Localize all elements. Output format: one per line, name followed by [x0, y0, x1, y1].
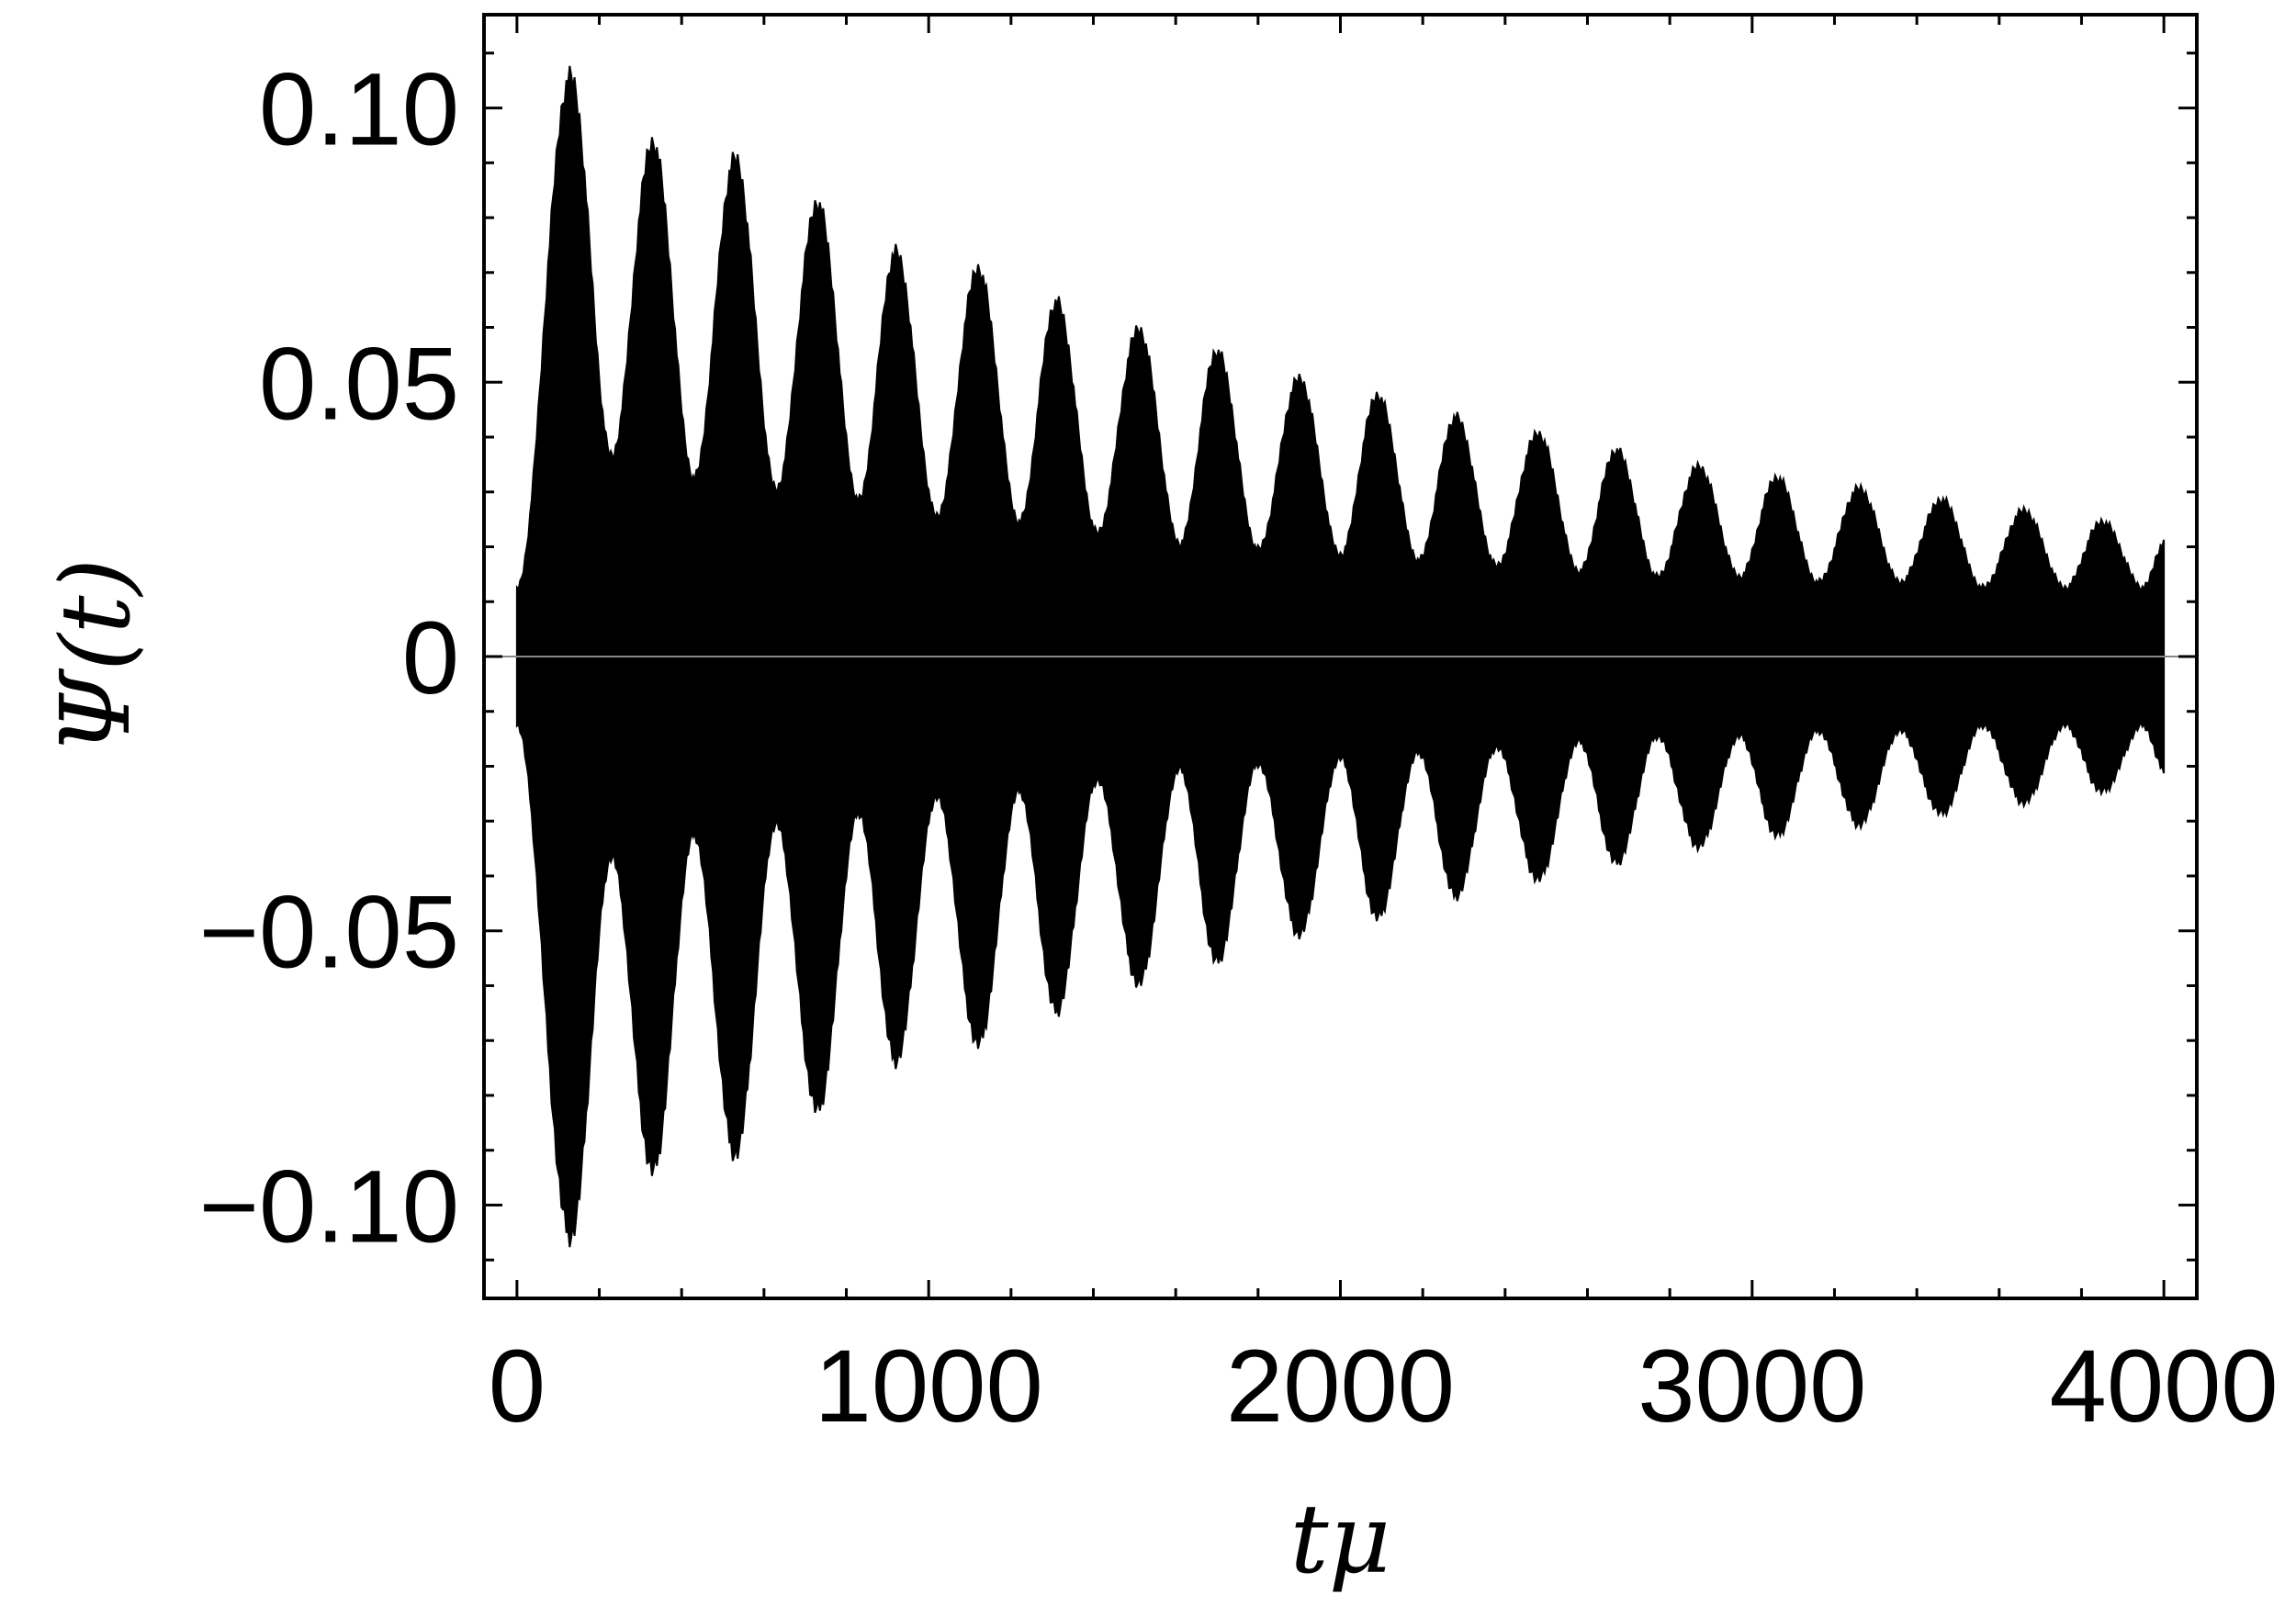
axis-ticks: [484, 15, 2197, 1298]
x-tick-label: 2000: [1226, 1329, 1455, 1443]
x-axis-label: tμ: [1290, 1483, 1390, 1595]
y-axis-label: Ψ(t): [39, 558, 152, 755]
y-tick-label: 0.05: [259, 326, 459, 441]
y-tick-label: 0.10: [259, 52, 459, 167]
x-tick-labels: 0 1000 2000 3000 4000: [489, 1329, 2279, 1443]
y-tick-label: −0.05: [199, 875, 459, 990]
x-tick-label: 3000: [1638, 1329, 1866, 1443]
y-tick-label: −0.10: [199, 1149, 459, 1263]
y-tick-label: 0: [402, 601, 459, 715]
x-tick-label: 1000: [815, 1329, 1043, 1443]
y-tick-labels: −0.10 −0.05 0 0.05 0.10: [199, 52, 459, 1264]
x-tick-label: 0: [489, 1329, 546, 1443]
x-tick-label: 4000: [2050, 1329, 2279, 1443]
